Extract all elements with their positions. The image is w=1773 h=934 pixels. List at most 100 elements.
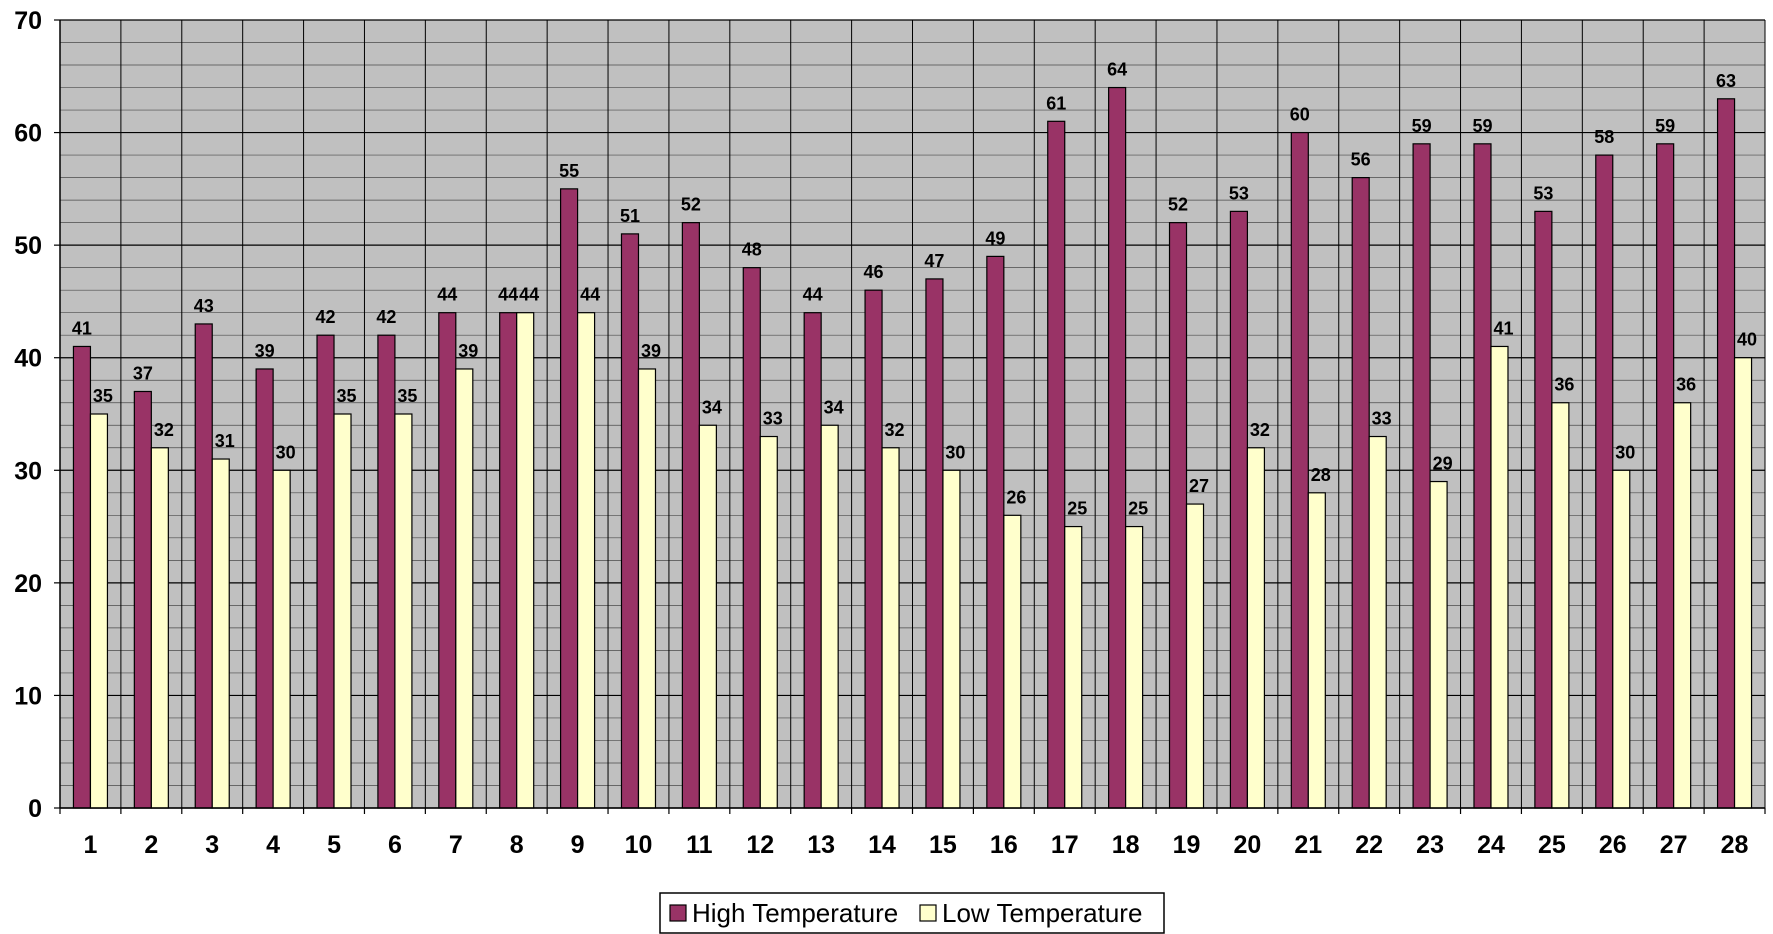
data-label-low: 44 [580,285,600,305]
x-tick-label: 18 [1112,831,1140,859]
data-label-high: 39 [255,341,275,361]
data-label-low: 34 [824,397,844,417]
bar-high-temperature [377,334,396,809]
data-label-low: 39 [641,341,661,361]
data-label-low: 35 [337,386,357,406]
legend: High Temperature Low Temperature [659,892,1165,934]
data-label-high: 52 [681,195,701,215]
bar-low-temperature [333,413,352,809]
data-label-high: 53 [1533,183,1553,203]
legend-entry: High Temperature [692,898,898,928]
x-tick-label: 25 [1538,831,1566,859]
data-label-high: 59 [1412,116,1432,136]
bar-high-temperature [1412,143,1431,809]
x-tick-label: 17 [1051,831,1079,859]
bar-high-temperature [255,368,274,809]
bar-low-temperature [89,413,109,809]
bar-low-temperature [150,447,169,809]
y-tick-label: 50 [14,232,42,260]
data-label-low: 36 [1554,375,1574,395]
bar-high-temperature [194,323,213,809]
y-tick-label: 10 [14,682,42,710]
data-label-high: 37 [133,363,153,383]
bar-low-temperature [1125,525,1144,809]
y-tick-label: 40 [14,345,42,373]
bar-high-temperature [681,222,700,809]
bar-low-temperature [942,469,961,809]
data-label-low: 29 [1433,454,1453,474]
x-tick-label: 20 [1234,831,1262,859]
x-tick-label: 14 [868,831,896,859]
bar-low-temperature [394,413,413,809]
data-label-low: 31 [215,431,235,451]
data-label-low: 40 [1737,330,1757,350]
x-tick-label: 19 [1173,831,1201,859]
bar-low-temperature [1429,480,1448,809]
bar-high-temperature [1290,131,1309,809]
data-label-high: 44 [803,285,823,305]
data-label-high: 44 [437,285,457,305]
bar-high-temperature [1534,210,1553,809]
bar-high-temperature [742,267,761,809]
x-tick-label: 21 [1294,831,1322,859]
bar-high-temperature [133,390,152,809]
bar-high-temperature [1656,143,1675,809]
data-label-high: 47 [924,251,944,271]
data-label-low: 32 [1250,420,1270,440]
bar-low-temperature [759,435,778,809]
bar-high-temperature [1108,86,1127,809]
data-label-low: 27 [1189,476,1209,496]
x-tick-label: 13 [807,831,835,859]
bar-high-temperature [1351,177,1370,809]
data-label-high: 51 [620,206,640,226]
x-tick-label: 26 [1599,831,1627,859]
data-label-low: 30 [276,442,296,462]
x-tick-label: 11 [686,831,713,859]
data-label-low: 41 [1493,318,1513,338]
x-tick-label: 12 [746,831,774,859]
data-label-high: 44 [498,285,518,305]
y-tick-label: 70 [14,7,42,35]
x-tick-label: 4 [266,831,280,859]
data-label-low: 25 [1067,499,1087,519]
data-label-low: 35 [397,386,417,406]
legend-swatch [669,904,687,922]
x-tick-label: 3 [205,831,219,859]
bar-high-temperature [72,345,92,809]
bar-low-temperature [1246,447,1266,809]
bar-high-temperature [559,188,579,809]
x-tick-label: 10 [625,831,653,859]
bar-high-temperature [620,233,640,809]
data-label-low: 30 [1615,442,1635,462]
data-label-low: 32 [154,420,174,440]
bar-low-temperature [1490,345,1509,809]
bar-high-temperature [1716,98,1736,809]
bar-low-temperature [1003,514,1022,809]
x-tick-label: 23 [1416,831,1444,859]
data-label-low: 28 [1311,465,1331,485]
bar-low-temperature [698,424,717,809]
y-tick-label: 30 [14,457,42,485]
data-label-low: 30 [945,442,965,462]
y-tick-label: 0 [28,795,42,823]
bar-low-temperature [1733,357,1753,809]
data-label-high: 49 [985,228,1005,248]
bar-high-temperature [1229,210,1249,809]
data-label-high: 56 [1351,150,1371,170]
bar-high-temperature [499,312,518,809]
x-tick-label: 2 [144,831,158,859]
bar-high-temperature [986,255,1005,809]
data-label-high: 46 [864,262,884,282]
x-tick-label: 27 [1660,831,1688,859]
bar-low-temperature [516,312,535,809]
x-tick-label: 15 [929,831,957,859]
bar-low-temperature [211,458,230,809]
bar-high-temperature [925,278,944,809]
x-tick-label: 8 [510,831,524,859]
bar-high-temperature [803,312,822,809]
legend-swatch [919,904,937,922]
